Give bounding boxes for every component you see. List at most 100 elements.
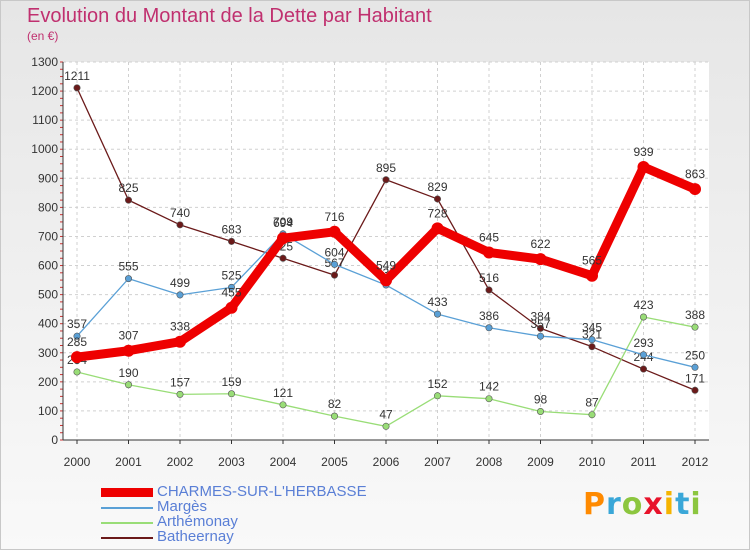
data-label: 622 xyxy=(530,237,550,251)
y-tick-label: 400 xyxy=(38,317,58,331)
data-point xyxy=(125,381,133,389)
y-tick-label: 1000 xyxy=(31,142,58,156)
legend-label: Margès xyxy=(157,498,208,515)
data-point xyxy=(485,286,493,294)
data-point xyxy=(277,232,289,245)
data-point xyxy=(330,271,338,279)
data-label: 388 xyxy=(685,308,705,322)
data-point xyxy=(433,310,441,318)
legend-label: Batheernay xyxy=(157,528,234,545)
data-label: 525 xyxy=(221,268,241,282)
y-tick-label: 300 xyxy=(38,346,58,360)
data-point xyxy=(330,412,338,420)
data-label: 285 xyxy=(67,335,87,349)
data-label: 895 xyxy=(376,161,396,175)
data-point xyxy=(483,246,495,259)
x-tick-label: 2008 xyxy=(476,455,503,469)
data-label: 338 xyxy=(170,320,190,334)
x-tick-label: 2001 xyxy=(115,455,142,469)
data-label: 728 xyxy=(427,206,447,220)
data-point xyxy=(382,176,390,184)
x-tick-label: 2011 xyxy=(631,455,657,469)
data-point xyxy=(380,274,392,287)
data-point xyxy=(588,336,596,344)
legend-label: CHARMES-SUR-L'HERBASSE xyxy=(157,483,367,500)
data-point xyxy=(125,196,133,204)
x-tick-label: 2007 xyxy=(424,455,451,469)
data-point xyxy=(536,408,544,416)
data-label: 384 xyxy=(530,309,550,323)
chart-subtitle: (en €) xyxy=(27,29,59,43)
data-label: 87 xyxy=(585,396,599,410)
data-point xyxy=(279,401,287,409)
legend-swatch xyxy=(101,537,153,539)
data-label: 455 xyxy=(221,286,241,300)
data-point xyxy=(534,253,547,266)
data-point xyxy=(174,335,186,348)
data-label: 863 xyxy=(685,167,705,181)
data-point xyxy=(225,301,238,314)
data-label: 516 xyxy=(479,271,499,285)
x-tick-label: 2000 xyxy=(64,455,91,469)
data-point xyxy=(228,237,236,245)
data-label: 142 xyxy=(479,380,499,394)
data-point xyxy=(382,422,390,430)
data-point xyxy=(228,283,236,291)
data-label: 345 xyxy=(582,321,602,335)
data-point xyxy=(73,368,81,376)
data-point xyxy=(279,254,287,262)
y-tick-label: 700 xyxy=(38,229,58,243)
legend-swatch xyxy=(101,488,153,497)
data-label: 645 xyxy=(479,230,499,244)
brand-logo: Proxiti xyxy=(583,487,702,522)
data-label: 82 xyxy=(328,397,342,411)
data-label: 190 xyxy=(118,366,138,380)
y-tick-label: 200 xyxy=(38,375,58,389)
x-tick-label: 2012 xyxy=(682,455,709,469)
data-point xyxy=(485,395,493,403)
data-point xyxy=(433,392,441,400)
data-point xyxy=(639,365,647,373)
data-label: 740 xyxy=(170,206,190,220)
legend-swatch xyxy=(101,507,153,509)
data-point xyxy=(73,84,81,92)
y-tick-label: 900 xyxy=(38,171,58,185)
x-tick-label: 2005 xyxy=(321,455,348,469)
data-point xyxy=(637,160,650,173)
data-label: 152 xyxy=(427,377,447,391)
x-tick-label: 2003 xyxy=(218,455,245,469)
data-label: 565 xyxy=(582,254,602,268)
data-label: 121 xyxy=(273,386,293,400)
data-point xyxy=(691,363,699,371)
data-label: 47 xyxy=(379,407,393,421)
data-label: 250 xyxy=(685,348,705,362)
data-point xyxy=(431,222,444,235)
y-tick-label: 500 xyxy=(38,288,58,302)
data-label: 433 xyxy=(427,295,447,309)
data-point xyxy=(176,221,184,229)
data-point xyxy=(328,225,341,238)
data-label: 694 xyxy=(273,216,293,230)
x-tick-label: 2010 xyxy=(579,455,606,469)
data-point xyxy=(536,332,544,340)
data-label: 555 xyxy=(118,260,138,274)
data-point xyxy=(588,411,596,419)
y-tick-label: 100 xyxy=(38,404,58,418)
data-point xyxy=(71,351,83,364)
data-label: 499 xyxy=(170,276,190,290)
data-label: 423 xyxy=(633,298,653,312)
data-point xyxy=(228,390,236,398)
data-label: 159 xyxy=(221,375,241,389)
data-point xyxy=(588,343,596,351)
data-label: 98 xyxy=(534,393,548,407)
y-tick-label: 1200 xyxy=(31,84,58,98)
data-point xyxy=(73,332,81,340)
legend-label: Arthémonay xyxy=(157,513,238,530)
data-label: 171 xyxy=(685,371,705,385)
x-tick-label: 2002 xyxy=(167,455,194,469)
data-label: 321 xyxy=(582,328,602,342)
data-point xyxy=(433,195,441,203)
data-label: 157 xyxy=(170,375,190,389)
